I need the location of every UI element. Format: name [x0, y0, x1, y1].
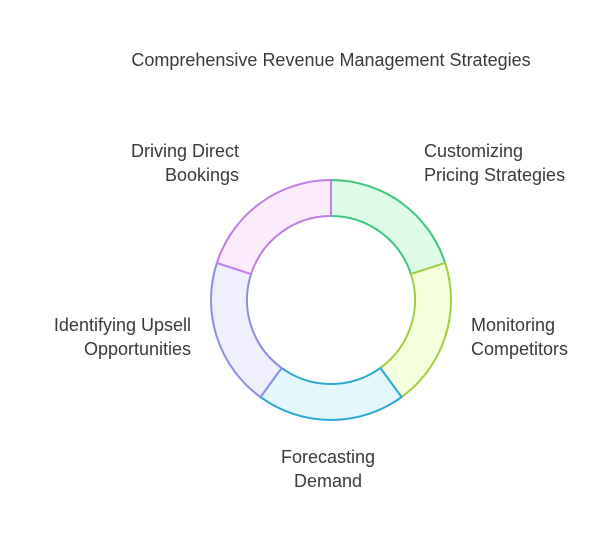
ring-segment — [379, 261, 452, 399]
node-label: Identifying Upsell — [54, 315, 191, 335]
title: Comprehensive Revenue Management Strateg… — [131, 50, 530, 70]
labels: Customizing Pricing Strategies Monitoring C… — [54, 141, 568, 491]
node-label: Bookings — [165, 165, 239, 185]
ring-segment — [215, 179, 332, 276]
node-label: Driving Direct — [131, 141, 239, 161]
ring-segment — [259, 366, 403, 421]
node-label: Opportunities — [84, 339, 191, 359]
node-label: Demand — [294, 471, 362, 491]
node-label: Pricing Strategies — [424, 165, 565, 185]
ring — [210, 179, 452, 421]
node-label: Customizing — [424, 141, 523, 161]
node-label: Competitors — [471, 339, 568, 359]
ring-segment — [330, 179, 447, 276]
node-label: Forecasting — [281, 447, 375, 467]
node-label: Monitoring — [471, 315, 555, 335]
ring-segment — [210, 261, 283, 399]
